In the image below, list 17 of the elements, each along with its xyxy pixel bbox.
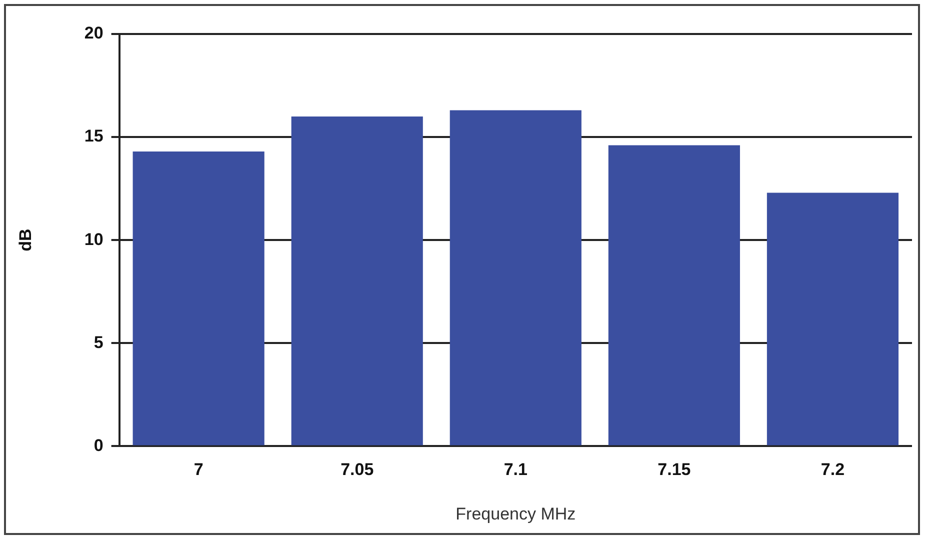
x-tick-label: 7 [194,460,204,480]
y-tick-label: 0 [94,436,104,455]
y-tick-label: 15 [84,126,104,146]
bar [291,116,423,446]
y-tick-label: 5 [94,332,104,352]
y-axis-title: dB [16,228,35,252]
x-tick-label: 7.2 [820,460,845,480]
x-tick-label: 7.1 [504,460,528,480]
bar [766,192,899,446]
y-tick-label: 20 [84,24,104,43]
bar [132,151,264,446]
x-tick-label: 7.05 [340,460,374,480]
x-axis-title: Frequency MHz [456,504,576,524]
x-tick-label: 7.15 [658,460,691,480]
y-tick-label: 10 [84,230,104,249]
bar [608,145,740,446]
bar [450,110,582,446]
